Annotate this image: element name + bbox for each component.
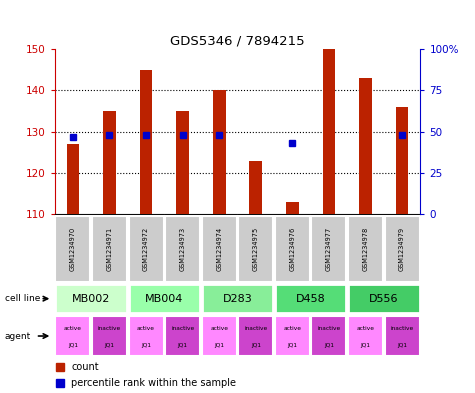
Bar — [66, 144, 79, 214]
Bar — [176, 111, 189, 214]
Bar — [275, 284, 346, 313]
Bar — [348, 284, 419, 313]
Bar — [348, 215, 383, 281]
Text: JQ1: JQ1 — [104, 343, 114, 348]
Text: GSM1234978: GSM1234978 — [362, 226, 369, 271]
Bar — [213, 90, 226, 214]
Bar — [129, 316, 163, 356]
Text: active: active — [137, 326, 155, 331]
Text: D458: D458 — [296, 294, 325, 304]
Bar — [165, 215, 200, 281]
Text: MB002: MB002 — [72, 294, 110, 304]
Text: D556: D556 — [369, 294, 399, 304]
Bar — [359, 78, 372, 214]
Text: GSM1234974: GSM1234974 — [216, 226, 222, 271]
Text: JQ1: JQ1 — [68, 343, 78, 348]
Text: GSM1234976: GSM1234976 — [289, 226, 295, 271]
Bar — [103, 111, 116, 214]
Text: JQ1: JQ1 — [287, 343, 297, 348]
Bar — [92, 316, 127, 356]
Text: GSM1234970: GSM1234970 — [70, 226, 76, 271]
Bar — [202, 316, 237, 356]
Bar — [249, 160, 262, 214]
Text: JQ1: JQ1 — [397, 343, 407, 348]
Bar — [165, 316, 200, 356]
Text: JQ1: JQ1 — [178, 343, 188, 348]
Bar — [312, 316, 346, 356]
Bar — [129, 215, 163, 281]
Text: inactive: inactive — [390, 326, 414, 331]
Text: inactive: inactive — [98, 326, 121, 331]
Bar — [286, 202, 299, 214]
Text: active: active — [64, 326, 82, 331]
Bar — [348, 316, 383, 356]
Text: inactive: inactive — [244, 326, 267, 331]
Text: GSM1234977: GSM1234977 — [326, 226, 332, 271]
Bar — [202, 215, 237, 281]
Bar — [275, 215, 310, 281]
Bar — [312, 215, 346, 281]
Bar — [202, 284, 273, 313]
Bar — [238, 215, 273, 281]
Text: active: active — [284, 326, 301, 331]
Text: active: active — [210, 326, 228, 331]
Text: GSM1234971: GSM1234971 — [106, 226, 113, 271]
Text: JQ1: JQ1 — [324, 343, 334, 348]
Bar — [238, 316, 273, 356]
Bar — [275, 316, 310, 356]
Text: D283: D283 — [223, 294, 252, 304]
Text: GSM1234975: GSM1234975 — [253, 226, 259, 271]
Bar — [396, 107, 408, 214]
Text: inactive: inactive — [171, 326, 194, 331]
Bar — [385, 215, 419, 281]
Text: JQ1: JQ1 — [251, 343, 261, 348]
Text: GSM1234973: GSM1234973 — [180, 226, 186, 271]
Text: active: active — [357, 326, 374, 331]
Bar — [56, 215, 90, 281]
Bar — [56, 284, 127, 313]
Title: GDS5346 / 7894215: GDS5346 / 7894215 — [170, 35, 305, 48]
Text: agent: agent — [5, 332, 31, 340]
Bar — [129, 284, 200, 313]
Bar — [140, 70, 152, 214]
Bar — [323, 49, 335, 214]
Text: GSM1234979: GSM1234979 — [399, 226, 405, 271]
Text: inactive: inactive — [317, 326, 341, 331]
Text: cell line: cell line — [5, 294, 40, 303]
Text: count: count — [71, 362, 99, 372]
Bar — [385, 316, 419, 356]
Text: percentile rank within the sample: percentile rank within the sample — [71, 378, 236, 388]
Text: MB004: MB004 — [145, 294, 183, 304]
Bar — [56, 316, 90, 356]
Bar — [92, 215, 127, 281]
Text: JQ1: JQ1 — [141, 343, 151, 348]
Text: JQ1: JQ1 — [361, 343, 370, 348]
Text: GSM1234972: GSM1234972 — [143, 226, 149, 271]
Text: JQ1: JQ1 — [214, 343, 224, 348]
